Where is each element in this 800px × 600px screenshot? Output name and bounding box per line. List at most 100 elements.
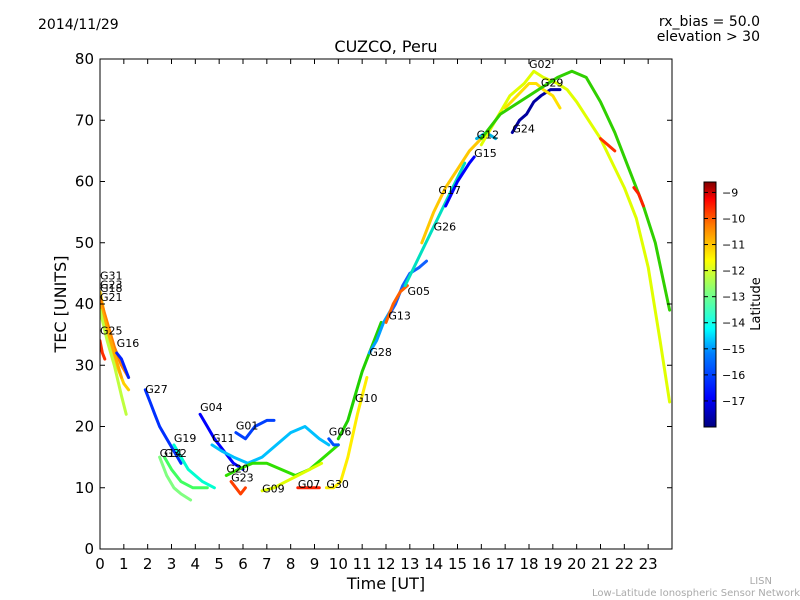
series-line-g10 — [336, 320, 383, 441]
series-line-g09 — [260, 461, 324, 493]
satellite-label-g11: G11 — [212, 432, 235, 445]
y-tick-label: 60 — [75, 173, 94, 191]
x-tick-label: 18 — [519, 555, 538, 573]
satellite-label-g31: G31 — [100, 270, 123, 283]
series-line-g24 — [510, 88, 562, 134]
satellite-label-g09: G09 — [262, 483, 285, 496]
series-line-g25 — [100, 339, 107, 361]
series-layer — [100, 69, 672, 502]
colorbar-tick-label: −9 — [722, 186, 738, 199]
y-tick-label: 30 — [75, 356, 94, 374]
satellite-label-g24: G24 — [512, 123, 535, 136]
series-line-g17 — [420, 137, 483, 245]
x-tick-label: 1 — [119, 555, 129, 573]
series-line-g32 — [162, 455, 209, 490]
colorbar-title: Latitude — [749, 277, 764, 331]
date-label: 2014/11/29 — [38, 17, 119, 33]
y-tick-label: 10 — [75, 479, 94, 497]
satellite-label-g27: G27 — [145, 383, 168, 396]
x-tick-label: 17 — [496, 555, 515, 573]
plot-frame — [99, 58, 673, 550]
y-axis: 0 10 20 30 40 50 60 70 80 — [75, 50, 672, 558]
x-tick-label: 4 — [191, 555, 201, 573]
colorbar-tick-label: −13 — [722, 291, 745, 304]
colorbar-ticks: −9 −10 −11 −12 −13 −14 −15 −16 −17 — [704, 186, 745, 408]
satellite-label-g20: G20 — [226, 462, 249, 475]
colorbar-tick-label: −10 — [722, 212, 745, 225]
satellite-label-g30: G30 — [326, 478, 349, 491]
x-tick-label: 6 — [238, 555, 248, 573]
y-tick-label: 0 — [84, 540, 94, 558]
x-tick-label: 21 — [591, 555, 610, 573]
x-tick-label: 2 — [143, 555, 153, 573]
satellite-label-g29: G29 — [541, 77, 564, 90]
satellite-label-g19: G19 — [174, 432, 197, 445]
x-tick-label: 9 — [310, 555, 320, 573]
colorbar-tick-label: −17 — [722, 395, 745, 408]
y-tick-label: 40 — [75, 295, 94, 313]
x-tick-label: 15 — [448, 555, 467, 573]
x-tick-label: 8 — [286, 555, 296, 573]
series-line-g29 — [503, 82, 562, 110]
x-tick-label: 20 — [567, 555, 586, 573]
satellite-label-g06: G06 — [329, 426, 352, 439]
x-tick-label: 23 — [639, 555, 658, 573]
colorbar-tick-label: −14 — [722, 317, 745, 330]
rx-bias-label: rx_bias = 50.0 — [658, 14, 760, 30]
y-tick-label: 70 — [75, 111, 94, 129]
series-line-g30 — [324, 376, 369, 490]
series-line-g06 — [327, 437, 340, 447]
satellite-label-g23b: G23 — [231, 472, 254, 485]
series-line-g11 — [210, 425, 331, 465]
y-tick-label: 80 — [75, 50, 94, 68]
x-tick-label: 16 — [472, 555, 491, 573]
chart-title: CUZCO, Peru — [334, 37, 437, 56]
satellite-label-g21: G21 — [100, 291, 123, 304]
x-tick-label: 22 — [615, 555, 634, 573]
x-tick-label: 3 — [167, 555, 177, 573]
colorbar-tick-label: −15 — [722, 343, 745, 356]
satellite-label-g01: G01 — [236, 420, 259, 433]
series-line-g01 — [234, 418, 276, 441]
satellite-label-g18: G18 — [100, 282, 123, 295]
x-tick-label: 5 — [214, 555, 224, 573]
series-line-g27 — [143, 388, 183, 465]
y-tick-label: 20 — [75, 418, 94, 436]
satellite-label-g23: G23 — [100, 279, 123, 292]
satellite-label-g02: G02 — [529, 58, 552, 71]
colorbar-tick-label: −12 — [722, 265, 745, 278]
series-line-g05 — [384, 284, 409, 324]
x-tick-label: 13 — [400, 555, 419, 573]
series-line-g16 — [115, 351, 131, 379]
satellite-label-g10: G10 — [355, 392, 378, 405]
series-line-g18 — [100, 302, 123, 379]
satellite-label-g26: G26 — [434, 221, 457, 234]
series-line-g04 — [198, 412, 245, 471]
x-tick-label: 7 — [262, 555, 272, 573]
footer-org: LISN — [749, 576, 772, 587]
series-line-g14 — [158, 455, 193, 502]
satellite-label-g28: G28 — [369, 346, 392, 359]
colorbar — [703, 181, 717, 428]
series-line-g23b — [229, 480, 247, 496]
y-tick-label: 50 — [75, 234, 94, 252]
satellite-label-g32: G32 — [164, 447, 187, 460]
satellite-label-g13: G13 — [388, 309, 411, 322]
satellite-label-g16: G16 — [117, 337, 140, 350]
satellite-label-g05: G05 — [407, 285, 430, 298]
satellite-label-g25: G25 — [100, 325, 123, 338]
elevation-label: elevation > 30 — [656, 29, 760, 45]
satellite-label-g04: G04 — [200, 401, 223, 414]
series-line-g21 — [100, 308, 128, 416]
footer-org-name: Low-Latitude Ionospheric Sensor Network — [592, 588, 800, 599]
x-tick-label: 10 — [329, 555, 348, 573]
series-line-g19 — [172, 443, 216, 490]
x-axis: 0 1 2 3 4 5 6 7 8 9 10 11 12 13 14 15 16 17 18 19 20 21 22 23 — [95, 59, 658, 573]
x-axis-title: Time [UT] — [346, 574, 425, 593]
x-tick-label: 14 — [424, 555, 443, 573]
series-line-g02c — [632, 186, 645, 208]
satellite-label-g15: G15 — [474, 147, 497, 160]
x-tick-label: 19 — [543, 555, 562, 573]
